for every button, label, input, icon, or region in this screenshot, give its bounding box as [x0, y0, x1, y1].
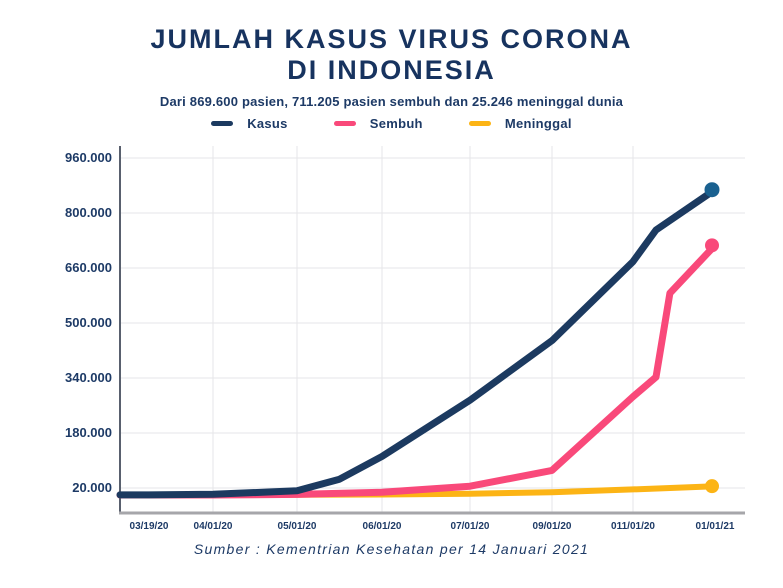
page-title-line2: DI INDONESIA [287, 55, 496, 85]
page-title-line1: JUMLAH KASUS VIRUS CORONA [150, 24, 633, 54]
series-endpoint-dot-meninggal [705, 479, 719, 494]
x-axis-tick-label: 07/01/20 [450, 521, 490, 532]
legend: Kasus Sembuh Meninggal [0, 116, 783, 131]
legend-item-sembuh: Sembuh [333, 116, 423, 131]
series-line-kasus [116, 186, 719, 499]
page-title: JUMLAH KASUS VIRUS CORONA DI INDONESIA [0, 24, 783, 86]
y-axis-tick-label: 800.000 [65, 205, 112, 220]
x-axis-tick-label: 09/01/20 [532, 521, 572, 532]
legend-swatch-sembuh [333, 121, 356, 126]
legend-item-kasus: Kasus [211, 116, 288, 131]
legend-item-meninggal: Meninggal [468, 116, 572, 131]
y-axis-tick-label: 660.000 [65, 260, 112, 275]
series-endpoint-dot-sembuh [705, 238, 719, 253]
legend-label: Meninggal [504, 116, 572, 131]
legend-label: Sembuh [369, 116, 423, 131]
y-axis-tick-label: 500.000 [65, 315, 112, 330]
series-endpoint-dot-kasus [704, 182, 720, 198]
x-axis-tick-label: 03/19/20 [129, 521, 169, 532]
y-axis-tick-label: 960.000 [65, 150, 112, 165]
x-axis-tick-label: 06/01/20 [362, 521, 402, 532]
series-line-sembuh [116, 241, 719, 499]
legend-swatch-kasus [211, 121, 234, 126]
source-note: Sumber : Kementrian Kesehatan per 14 Jan… [193, 541, 590, 557]
y-axis-tick-label: 180.000 [65, 425, 112, 440]
y-axis-tick-label: 20.000 [72, 480, 112, 495]
subtitle: Dari 869.600 pasien, 711.205 pasien semb… [159, 94, 624, 109]
y-axis-tick-label: 340.000 [65, 370, 112, 385]
x-axis-tick-label: 01/01/21 [695, 521, 735, 532]
legend-swatch-meninggal [468, 121, 491, 126]
legend-label: Kasus [247, 116, 288, 131]
x-axis-tick-label: 011/01/20 [611, 521, 655, 532]
x-axis-tick-label: 05/01/20 [277, 521, 317, 532]
x-axis-tick-label: 04/01/20 [193, 521, 233, 532]
